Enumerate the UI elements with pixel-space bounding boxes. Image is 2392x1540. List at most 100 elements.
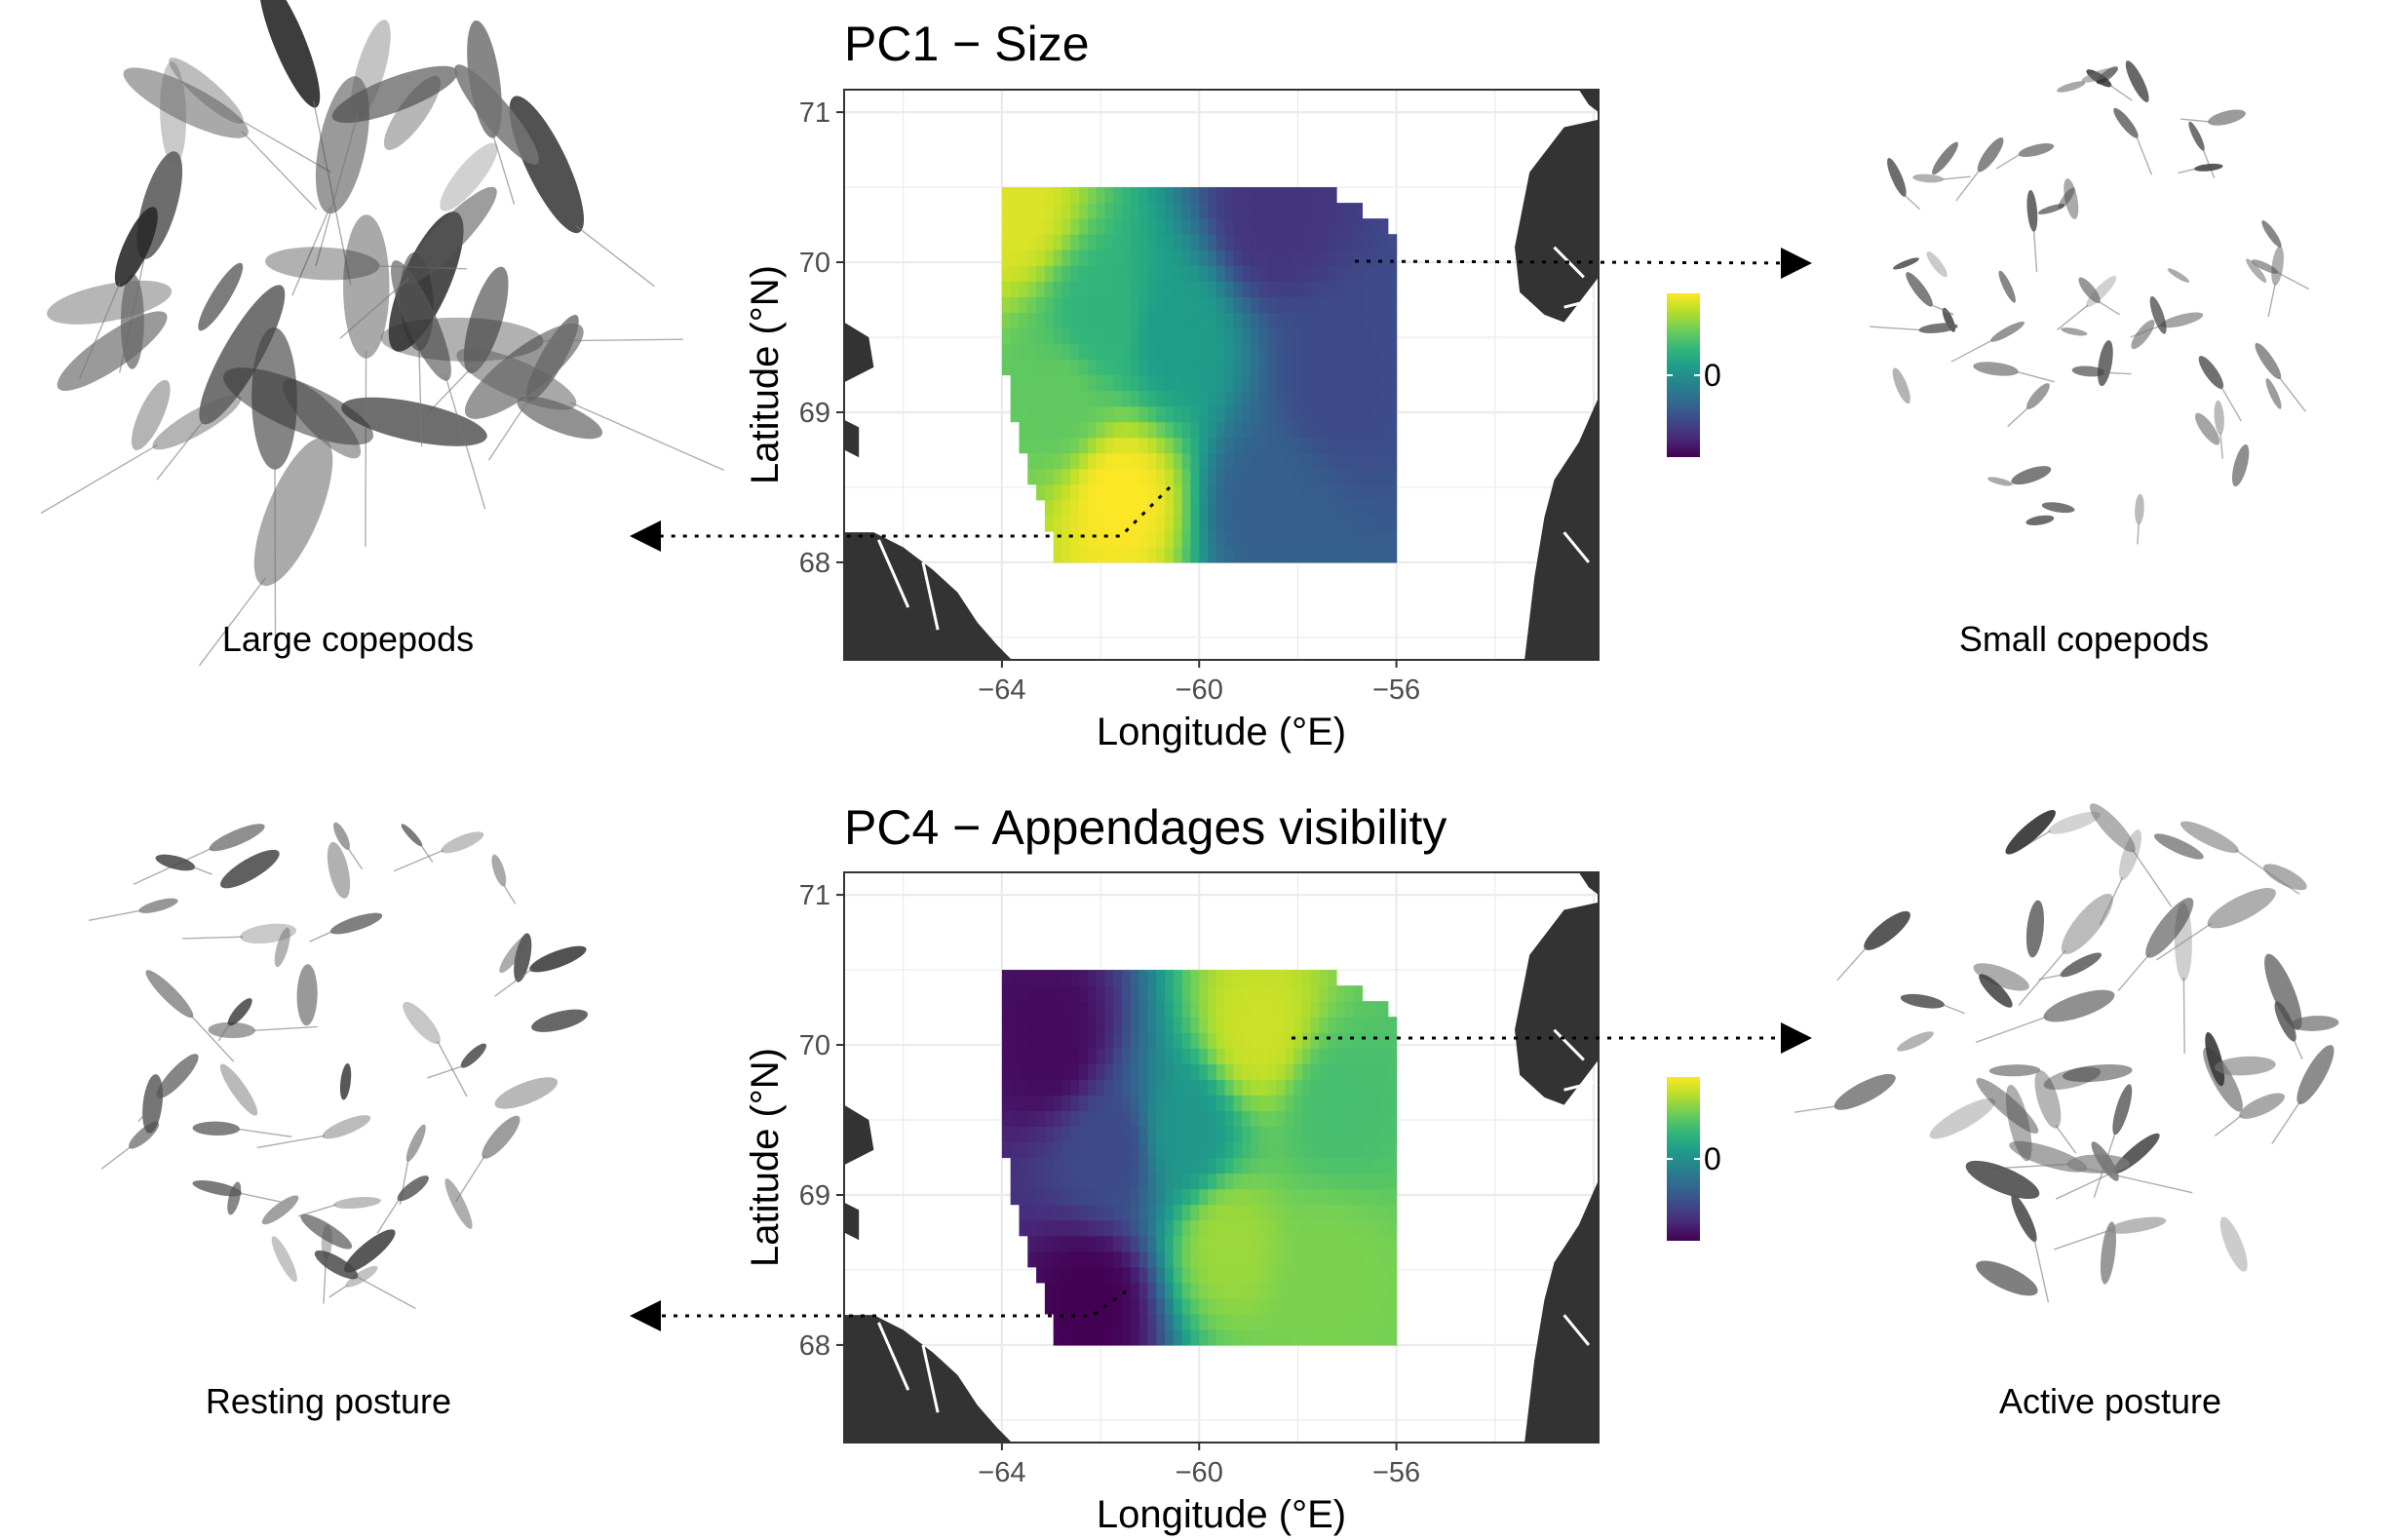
heat-cell (1053, 374, 1063, 392)
copepod-specimen (499, 934, 530, 974)
heat-cell (1285, 1266, 1294, 1284)
heat-cell (1362, 405, 1371, 423)
heat-cell (1370, 405, 1380, 423)
heat-cell (1378, 250, 1389, 266)
colorbar-label: 0 (1704, 1141, 1721, 1176)
copepod-specimen (2018, 143, 2055, 157)
copepod-specimen (223, 367, 374, 445)
heat-cell (1061, 985, 1071, 1002)
heat-cell (1242, 515, 1252, 532)
heat-cell (1370, 281, 1380, 297)
heat-cell (1079, 1095, 1089, 1111)
heat-cell (1362, 1282, 1371, 1299)
heat-cell (1370, 1235, 1380, 1252)
heat-cell (1044, 437, 1055, 454)
copepod-specimen (2264, 953, 2302, 1030)
heat-cell (1190, 1063, 1200, 1080)
heat-cell (1242, 250, 1252, 266)
heat-cell (1362, 1313, 1371, 1330)
heat-cell (1181, 1173, 1192, 1190)
heat-cell (1079, 499, 1089, 517)
heat-cell (1079, 1110, 1089, 1128)
heat-cell (1138, 1297, 1149, 1315)
heat-cell (1310, 1204, 1321, 1221)
heat-cell (1251, 985, 1260, 1002)
heat-cell (1165, 1079, 1175, 1096)
heat-cell (1208, 327, 1217, 345)
heat-cell (1319, 1219, 1329, 1237)
heat-cell (1190, 1251, 1200, 1268)
heat-cell (1044, 468, 1055, 485)
heat-cell (1104, 1141, 1114, 1159)
heat-cell (1242, 281, 1252, 297)
heat-cell (1190, 203, 1200, 219)
heat-cell (1276, 234, 1286, 250)
heat-cell (1344, 1251, 1355, 1268)
heat-cell (1070, 1095, 1080, 1111)
heat-cell (1276, 515, 1286, 532)
heat-cell (1130, 374, 1140, 392)
heat-cell (1336, 1219, 1346, 1237)
heat-cell (1087, 343, 1098, 361)
heat-cell (1251, 390, 1260, 407)
heat-cell (1156, 1235, 1166, 1252)
heat-cell (1293, 1001, 1303, 1018)
heat-cell (1027, 218, 1037, 235)
heat-cell (1036, 234, 1046, 250)
heat-cell (1096, 530, 1106, 548)
heat-cell (1285, 203, 1294, 219)
heat-cell (1258, 1079, 1269, 1096)
heat-cell (1242, 468, 1252, 485)
heat-cell (1104, 985, 1114, 1002)
heat-cell (1301, 250, 1312, 266)
heat-cell (1104, 1001, 1114, 1018)
heat-cell (1104, 421, 1114, 439)
heat-cell (1224, 187, 1235, 204)
heat-cell (1138, 437, 1149, 454)
copepod-specimen (2193, 163, 2223, 172)
heat-cell (1208, 1063, 1217, 1080)
heat-cell (1319, 515, 1329, 532)
heat-cell (1079, 1219, 1089, 1237)
heat-cell (1130, 1141, 1140, 1159)
heat-cell (1053, 281, 1063, 297)
heat-cell (1036, 1188, 1046, 1206)
heat-cell (1019, 1157, 1028, 1174)
heat-cell (1267, 1063, 1278, 1080)
heat-cell (1010, 1157, 1021, 1174)
heat-cell (1224, 1235, 1235, 1252)
heat-cell (1113, 1079, 1123, 1096)
heat-cell (1276, 1001, 1286, 1018)
heat-cell (1370, 374, 1380, 392)
heat-cell (1378, 1110, 1389, 1128)
heat-cell (1293, 1235, 1303, 1252)
copepod-specimen (1833, 1073, 1896, 1110)
heat-cell (1165, 1297, 1175, 1315)
copepod-specimen (219, 1063, 258, 1116)
heat-cell (1267, 1282, 1278, 1299)
heat-cell (1096, 250, 1106, 266)
heat-cell (1224, 405, 1235, 423)
heat-cell (1242, 312, 1252, 328)
copepod-specimen (339, 1063, 352, 1100)
heat-cell (1096, 1204, 1106, 1221)
heat-cell (1353, 1173, 1363, 1190)
heat-cell (1104, 281, 1114, 297)
heat-cell (1079, 374, 1089, 392)
heat-cell (1001, 1126, 1012, 1143)
heat-cell (1044, 1235, 1055, 1252)
heat-cell (1190, 1110, 1200, 1128)
heat-cell (1258, 296, 1269, 313)
heat-cell (1122, 1063, 1132, 1080)
heat-cell (1328, 312, 1337, 328)
heat-cell (1087, 405, 1098, 423)
heat-cell (1378, 1079, 1389, 1096)
heat-cell (1027, 468, 1037, 485)
heat-cell (1061, 1017, 1071, 1033)
heat-cell (1336, 437, 1346, 454)
heat-cell (1165, 1048, 1175, 1064)
heat-cell (1310, 985, 1321, 1002)
heat-cell (1224, 1219, 1235, 1237)
heat-cell (1336, 405, 1346, 423)
heat-cell (1044, 296, 1055, 313)
